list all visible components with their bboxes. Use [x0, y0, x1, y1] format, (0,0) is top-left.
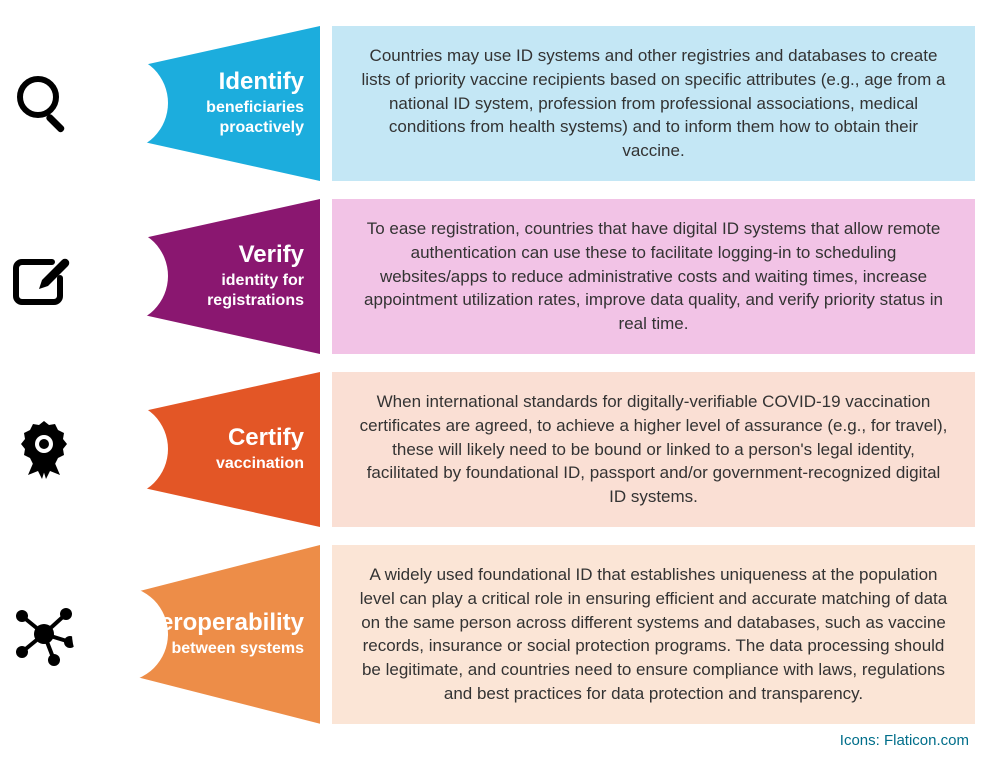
- label-col: Identify beneficiaries proactively: [110, 26, 320, 181]
- label-col: Interoperability between systems: [110, 545, 320, 724]
- row-subtitle: identity for registrations: [124, 271, 304, 311]
- edit-icon: [12, 244, 76, 308]
- row-interoperability: Interoperability between systems A widel…: [12, 545, 975, 724]
- network-icon: [12, 602, 76, 666]
- infographic-rows: Identify beneficiaries proactively Count…: [12, 26, 975, 724]
- row-title: Verify: [239, 242, 304, 268]
- row-title: Certify: [228, 425, 304, 451]
- row-subtitle: beneficiaries proactively: [124, 98, 304, 138]
- magnifier-icon: [12, 71, 76, 135]
- row-subtitle: between systems: [171, 639, 304, 659]
- icon-col: [12, 545, 122, 724]
- row-certify: Certify vaccination When international s…: [12, 372, 975, 527]
- row-description: To ease registration, countries that hav…: [332, 199, 975, 354]
- row-subtitle: vaccination: [216, 454, 304, 474]
- label-col: Certify vaccination: [110, 372, 320, 527]
- icon-col: [12, 199, 122, 354]
- row-description: Countries may use ID systems and other r…: [332, 26, 975, 181]
- row-title: Identify: [219, 69, 304, 95]
- badge-icon: [12, 417, 76, 481]
- row-verify: Verify identity for registrations To eas…: [12, 199, 975, 354]
- row-description: A widely used foundational ID that estab…: [332, 545, 975, 724]
- attribution-text: Icons: Flaticon.com: [12, 732, 975, 749]
- icon-col: [12, 26, 122, 181]
- label-text: Interoperability between systems: [110, 545, 320, 724]
- label-col: Verify identity for registrations: [110, 199, 320, 354]
- icon-col: [12, 372, 122, 527]
- label-text: Identify beneficiaries proactively: [110, 26, 320, 181]
- label-text: Verify identity for registrations: [110, 199, 320, 354]
- label-text: Certify vaccination: [110, 372, 320, 527]
- row-description: When international standards for digital…: [332, 372, 975, 527]
- row-identify: Identify beneficiaries proactively Count…: [12, 26, 975, 181]
- row-title: Interoperability: [131, 610, 304, 636]
